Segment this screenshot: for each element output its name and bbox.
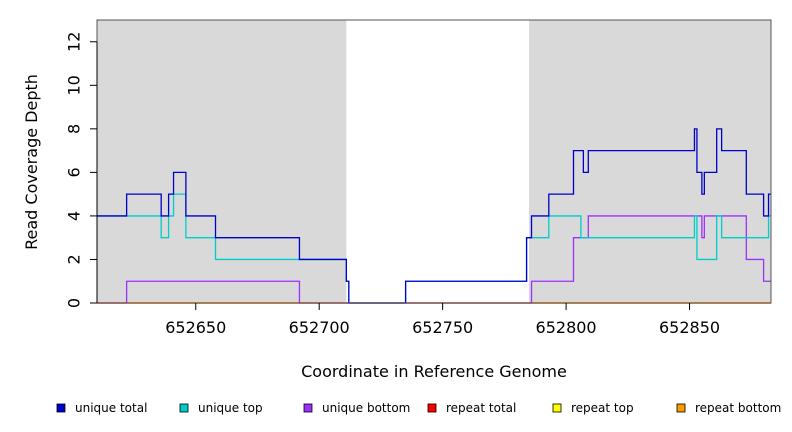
x-tick-label: 652750: [412, 318, 473, 337]
x-axis-title: Coordinate in Reference Genome: [301, 362, 567, 381]
legend-label: unique top: [198, 401, 263, 415]
legend-swatch: [552, 403, 562, 413]
legend-label: repeat bottom: [695, 401, 781, 415]
legend-item: repeat top: [552, 401, 634, 415]
y-tick-label: 6: [65, 167, 84, 177]
y-tick-label: 10: [65, 75, 84, 95]
legend-item: unique top: [179, 401, 263, 415]
legend-swatch: [303, 403, 313, 413]
legend-label: repeat top: [571, 401, 634, 415]
legend-item: unique total: [56, 401, 147, 415]
x-tick-label: 652700: [289, 318, 350, 337]
x-tick-label: 652850: [659, 318, 720, 337]
x-tick-label: 652800: [536, 318, 597, 337]
legend-item: unique bottom: [303, 401, 410, 415]
legend-label: unique bottom: [322, 401, 410, 415]
legend: unique total unique top unique bottom repea…: [56, 401, 781, 415]
y-tick-label: 8: [65, 124, 84, 134]
legend-swatch: [427, 403, 437, 413]
y-tick-label: 0: [65, 298, 84, 308]
legend-item: repeat bottom: [676, 401, 781, 415]
x-axis: 652650 652700 652750 652800 652850: [165, 303, 720, 337]
legend-swatch: [676, 403, 686, 413]
y-tick-label: 4: [65, 211, 84, 221]
legend-swatch: [179, 403, 189, 413]
legend-label: unique total: [75, 401, 147, 415]
legend-label: repeat total: [446, 401, 516, 415]
y-tick-label: 2: [65, 254, 84, 264]
legend-item: repeat total: [427, 401, 516, 415]
series-unique-bottom: [97, 215, 771, 304]
plot-area: [97, 20, 771, 303]
shaded-region-1: [97, 20, 347, 303]
y-axis: 0 2 4 6 8 10 12: [65, 32, 98, 308]
x-tick-label: 652650: [165, 318, 226, 337]
shaded-region-2: [529, 20, 771, 303]
legend-swatch: [56, 403, 66, 413]
y-axis-title: Read Coverage Depth: [22, 74, 41, 250]
series-unique-total: [97, 128, 771, 304]
y-tick-label: 12: [65, 32, 84, 52]
